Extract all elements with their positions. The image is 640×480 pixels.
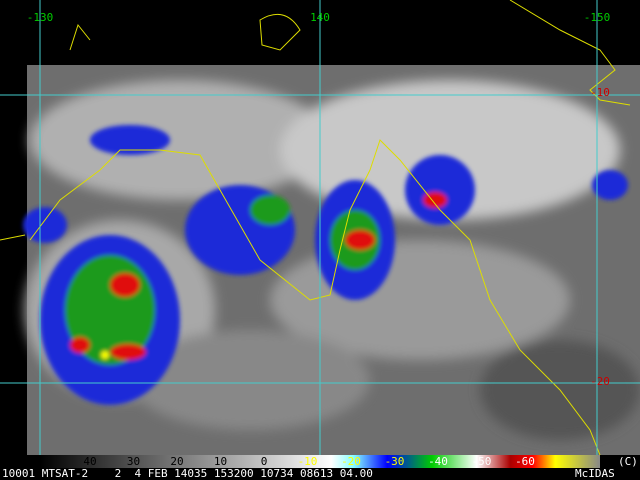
imagery [23, 65, 640, 455]
color-bar-label: -60 [515, 455, 535, 468]
brand: McIDAS [575, 467, 615, 480]
color-bar-label: -50 [472, 455, 492, 468]
color-bar-label: 30 [127, 455, 140, 468]
color-bar-label: 20 [170, 455, 183, 468]
coastline [0, 0, 631, 456]
color-bar-labels: 40 30 20 10 0 -10 -20 -30 -40 -50 -60 [83, 455, 535, 468]
color-bar-label: -40 [428, 455, 448, 468]
lon-labels: -130 140 -150 [27, 11, 611, 24]
footer-text: 10001 MTSAT-2 2 4 FEB 14035 153200 10734… [2, 467, 373, 480]
copyright: (C) [618, 455, 638, 468]
color-bar-label: 0 [261, 455, 268, 468]
color-bar-label: -10 [298, 455, 318, 468]
color-bar-label: -30 [385, 455, 405, 468]
color-bar-label: -20 [341, 455, 361, 468]
lat-label: -20 [590, 375, 610, 388]
lon-label: 140 [310, 11, 330, 24]
color-bar [40, 455, 600, 468]
color-bar-label: 10 [214, 455, 227, 468]
graticule [0, 0, 640, 455]
lon-label: -150 [584, 11, 611, 24]
lon-label: -130 [27, 11, 54, 24]
lat-labels: -10 -20 [590, 86, 610, 388]
color-bar-label: 40 [83, 455, 96, 468]
lat-label: -10 [590, 86, 610, 99]
